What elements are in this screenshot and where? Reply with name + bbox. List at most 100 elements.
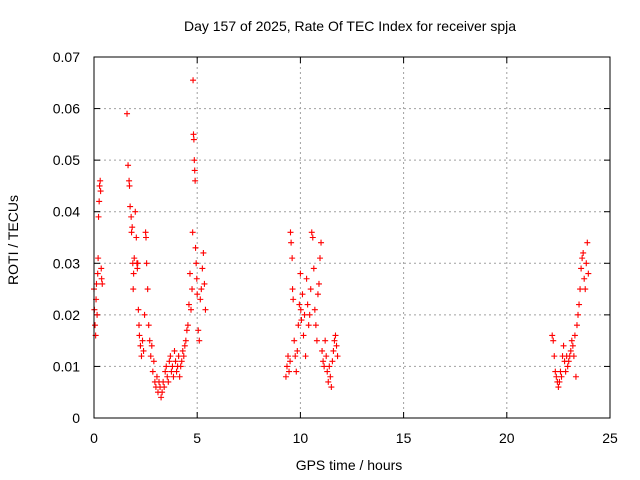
data-point bbox=[321, 363, 328, 370]
data-point bbox=[328, 384, 335, 391]
data-point bbox=[332, 332, 339, 339]
data-point bbox=[177, 363, 184, 370]
x-tick-label: 10 bbox=[293, 430, 309, 446]
data-point bbox=[142, 229, 149, 236]
data-point bbox=[298, 317, 305, 324]
data-point bbox=[285, 353, 292, 360]
data-point bbox=[576, 301, 583, 308]
data-points bbox=[91, 77, 592, 401]
x-tick-label: 25 bbox=[602, 430, 618, 446]
data-point bbox=[135, 322, 142, 329]
data-point bbox=[133, 234, 140, 241]
data-point bbox=[189, 286, 196, 293]
y-tick-label: 0.06 bbox=[53, 101, 80, 117]
data-point bbox=[329, 358, 336, 365]
data-point bbox=[180, 353, 187, 360]
data-point bbox=[182, 337, 189, 344]
data-point bbox=[170, 373, 177, 380]
data-point bbox=[297, 270, 304, 277]
data-point bbox=[143, 260, 150, 267]
data-point bbox=[567, 347, 574, 354]
data-point bbox=[301, 311, 308, 318]
data-point bbox=[303, 275, 310, 282]
data-point bbox=[164, 373, 171, 380]
y-tick-label: 0.01 bbox=[53, 358, 80, 374]
data-point bbox=[309, 234, 316, 241]
data-point bbox=[560, 342, 567, 349]
data-point bbox=[333, 342, 340, 349]
data-point bbox=[97, 188, 104, 195]
data-point bbox=[306, 311, 313, 318]
x-axis-label: GPS time / hours bbox=[296, 457, 403, 473]
data-point bbox=[327, 373, 334, 380]
data-point bbox=[159, 389, 166, 396]
data-point bbox=[304, 301, 311, 308]
data-point bbox=[189, 229, 196, 236]
data-point bbox=[160, 378, 167, 385]
data-point bbox=[581, 275, 588, 282]
data-point bbox=[94, 311, 101, 318]
data-point bbox=[288, 239, 295, 246]
chart-title: Day 157 of 2025, Rate Of TEC Index for r… bbox=[184, 18, 516, 34]
data-point bbox=[98, 265, 105, 272]
data-point bbox=[318, 239, 325, 246]
data-point bbox=[134, 265, 141, 272]
data-point bbox=[295, 322, 302, 329]
data-point bbox=[310, 265, 317, 272]
data-point bbox=[128, 213, 135, 220]
data-point bbox=[172, 358, 179, 365]
data-point bbox=[165, 378, 172, 385]
data-point bbox=[326, 363, 333, 370]
data-point bbox=[580, 249, 587, 256]
data-point bbox=[140, 347, 147, 354]
data-point bbox=[296, 301, 303, 308]
x-tick-label: 20 bbox=[499, 430, 515, 446]
data-point bbox=[194, 291, 201, 298]
data-point bbox=[99, 280, 106, 287]
data-point bbox=[300, 332, 307, 339]
data-point bbox=[136, 332, 143, 339]
data-point bbox=[162, 368, 169, 375]
data-point bbox=[196, 337, 203, 344]
x-tick-label: 15 bbox=[396, 430, 412, 446]
data-point bbox=[320, 358, 327, 365]
data-point bbox=[323, 353, 330, 360]
x-tick-labels: 0 5 10 15 20 25 bbox=[90, 430, 618, 446]
data-point bbox=[555, 384, 562, 391]
data-point bbox=[584, 239, 591, 246]
data-point bbox=[195, 327, 202, 334]
data-point bbox=[183, 327, 190, 334]
data-point bbox=[193, 275, 200, 282]
data-point bbox=[552, 368, 559, 375]
data-point bbox=[197, 296, 204, 303]
data-point bbox=[282, 373, 289, 380]
data-point bbox=[582, 286, 589, 293]
data-point bbox=[579, 255, 586, 262]
data-point bbox=[570, 353, 577, 360]
data-point bbox=[153, 373, 160, 380]
data-point bbox=[289, 286, 296, 293]
data-point bbox=[583, 260, 590, 267]
data-point bbox=[146, 337, 153, 344]
y-tick-label: 0.04 bbox=[53, 204, 80, 220]
data-point bbox=[200, 249, 207, 256]
data-point bbox=[299, 291, 306, 298]
data-point bbox=[190, 131, 197, 138]
data-point bbox=[96, 182, 103, 189]
data-point bbox=[150, 358, 157, 365]
data-point bbox=[565, 358, 572, 365]
data-point bbox=[97, 177, 104, 184]
data-point bbox=[132, 208, 139, 215]
y-tick-label: 0.07 bbox=[53, 49, 80, 65]
data-point bbox=[556, 378, 563, 385]
data-point bbox=[137, 342, 144, 349]
data-point bbox=[186, 270, 193, 277]
data-point bbox=[129, 224, 136, 231]
data-point bbox=[92, 322, 99, 329]
data-point bbox=[126, 182, 133, 189]
data-point bbox=[143, 234, 150, 241]
data-point bbox=[286, 368, 293, 375]
data-point bbox=[178, 358, 185, 365]
data-point bbox=[550, 337, 557, 344]
